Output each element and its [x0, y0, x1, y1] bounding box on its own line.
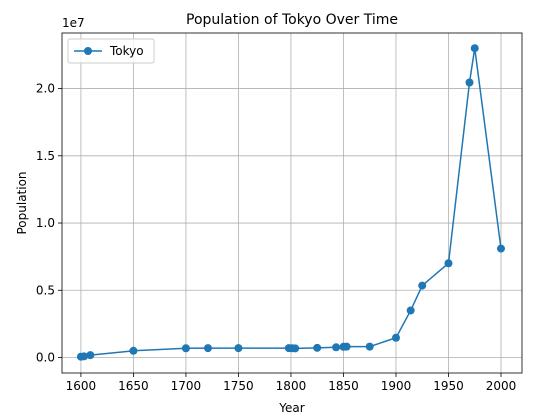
y-tick-label: 2.0: [36, 82, 55, 96]
x-axis-ticks: 1600 1650 1700 1750 1800 1850 1900 1950 2000: [66, 373, 517, 393]
data-point: [391, 333, 400, 342]
x-tick-label: 1900: [381, 379, 412, 393]
legend-entry-tokyo: Tokyo: [109, 44, 144, 58]
series-line-tokyo: [80, 48, 502, 358]
y-tick-label: 1.5: [36, 149, 55, 163]
data-point: [80, 352, 89, 361]
x-axis-label: Year: [278, 401, 304, 415]
data-point: [313, 343, 322, 352]
x-tick-label: 1600: [66, 379, 97, 393]
data-point: [203, 344, 212, 353]
y-axis-ticks: 0.0 0.5 1.0 1.5 2.0: [36, 82, 62, 365]
x-tick-label: 1700: [171, 379, 202, 393]
data-point: [470, 44, 479, 53]
x-tick-label: 1950: [433, 379, 464, 393]
data-point: [129, 346, 138, 355]
data-point: [291, 344, 300, 353]
series-layer: [76, 44, 505, 361]
y-axis-label: Population: [15, 171, 29, 234]
y-tick-label: 1.0: [36, 216, 55, 230]
y-tick-label: 0.5: [36, 283, 55, 297]
data-point: [181, 344, 190, 353]
x-tick-label: 1650: [118, 379, 149, 393]
x-tick-label: 1800: [276, 379, 307, 393]
data-point: [418, 281, 427, 290]
data-point: [342, 342, 351, 351]
data-point: [496, 244, 505, 253]
x-tick-label: 1850: [328, 379, 359, 393]
data-point: [465, 78, 474, 87]
data-point: [444, 259, 453, 268]
legend: Tokyo: [67, 38, 155, 64]
data-point: [234, 344, 243, 353]
legend-marker: [84, 47, 92, 55]
y-tick-label: 0.0: [36, 351, 55, 365]
x-tick-label: 2000: [486, 379, 517, 393]
data-point: [86, 351, 95, 360]
chart-title: Population of Tokyo Over Time: [186, 12, 398, 28]
plot-frame: [61, 32, 523, 374]
data-point: [332, 343, 341, 352]
grid: [62, 33, 522, 373]
data-point: [365, 342, 374, 351]
x-tick-label: 1750: [223, 379, 254, 393]
y-axis-offset-label: 1e7: [62, 16, 85, 30]
legend-box: [67, 38, 155, 64]
data-point: [406, 306, 415, 315]
